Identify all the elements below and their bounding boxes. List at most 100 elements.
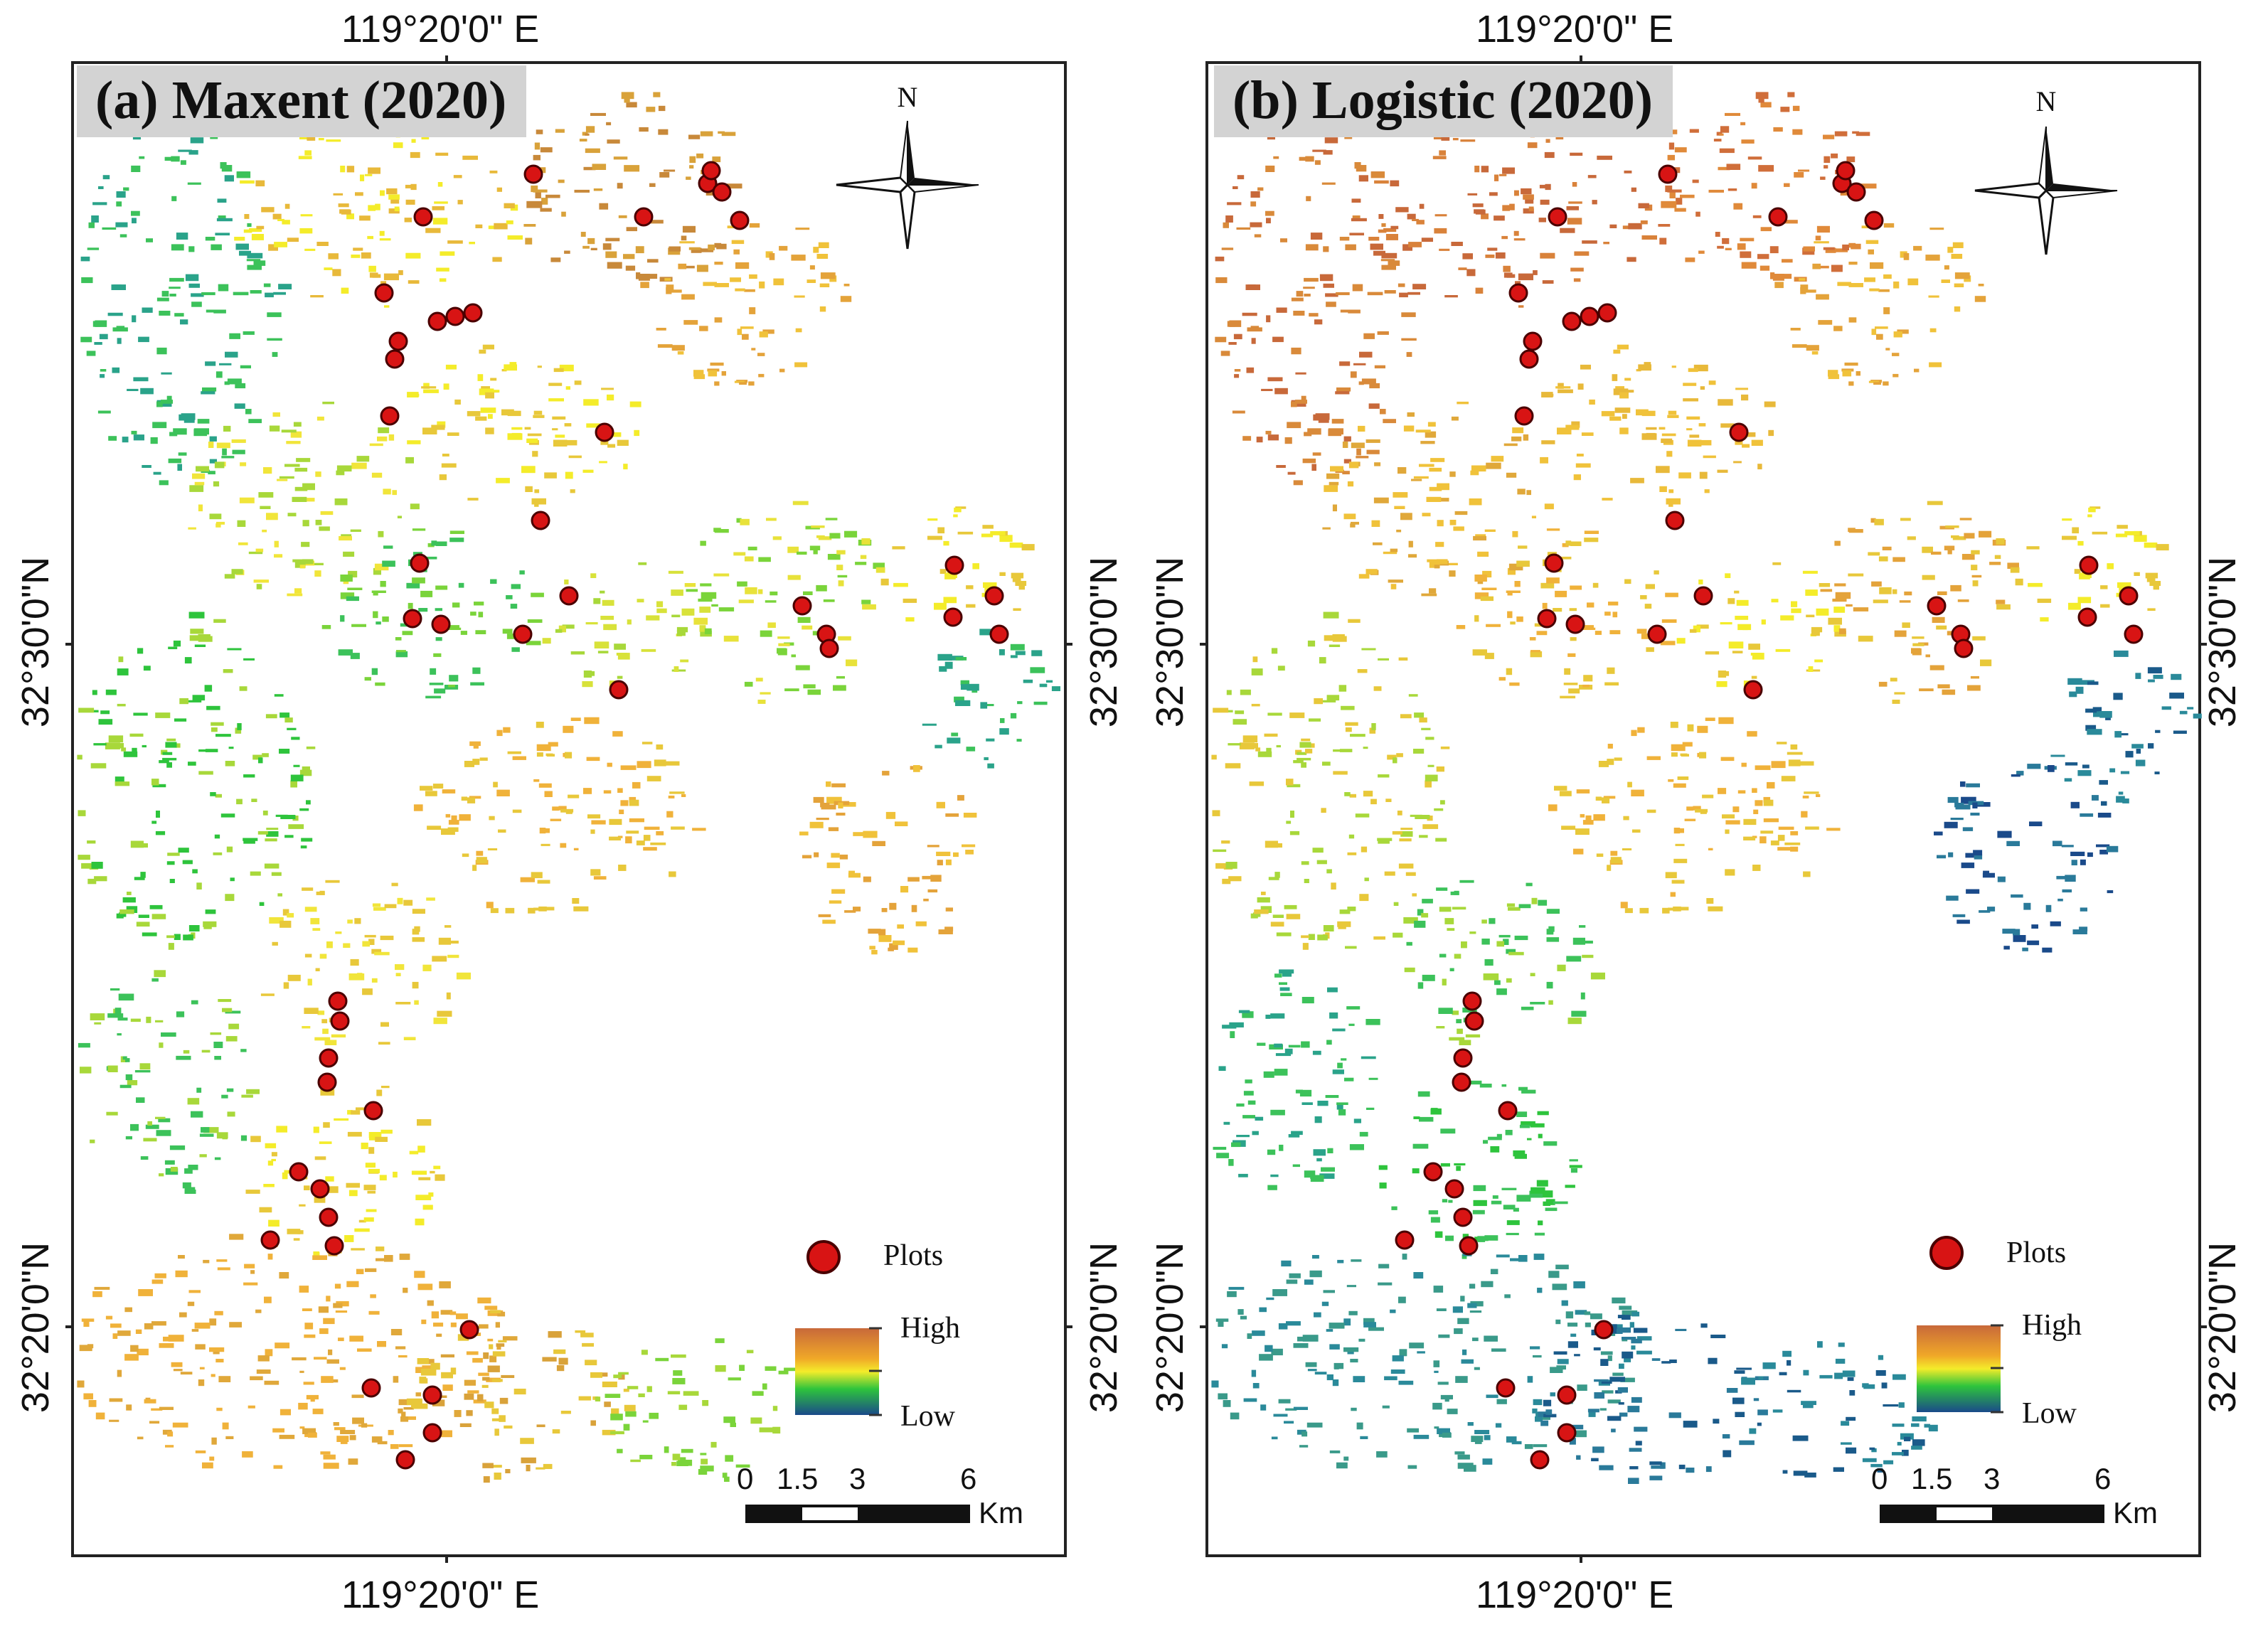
- legend-plot-marker: [1929, 1236, 1964, 1270]
- plot-marker: [943, 607, 963, 627]
- map-canvas-maxent: N: [65, 55, 1072, 1563]
- plot-marker: [328, 991, 348, 1011]
- plot-marker: [1557, 1423, 1577, 1443]
- plot-marker: [388, 331, 408, 351]
- scale-bar: [1880, 1505, 2104, 1523]
- plot-marker: [1464, 1011, 1484, 1031]
- plot-marker: [1864, 210, 1884, 230]
- latitude-label-lower-left: 32°20'0"N: [1149, 1241, 1191, 1414]
- plot-marker: [1658, 164, 1678, 184]
- plot-marker: [531, 511, 550, 530]
- scale-tick-1: 1.5: [1911, 1462, 1953, 1495]
- latitude-label-lower-right: 32°20'0"N: [1082, 1241, 1125, 1414]
- plot-marker: [1498, 1101, 1518, 1121]
- plot-marker: [792, 596, 812, 616]
- map-panel-logistic: N 119°20'0" E 119°20'0" E 32°30'0"N 32°2…: [1134, 0, 2268, 1629]
- plot-marker: [730, 210, 750, 230]
- plot-marker: [317, 1072, 337, 1092]
- longitude-label-top: 119°20'0" E: [1476, 8, 1674, 50]
- plot-marker: [431, 614, 451, 634]
- plot-marker: [1647, 624, 1667, 644]
- plot-marker: [330, 1011, 350, 1031]
- plot-marker: [701, 161, 721, 181]
- scale-unit: Km: [979, 1496, 1023, 1529]
- plot-marker: [1462, 991, 1482, 1011]
- plot-marker: [1519, 349, 1539, 369]
- plot-marker: [1453, 1048, 1473, 1068]
- plot-marker: [1544, 553, 1564, 573]
- plot-marker: [422, 1385, 442, 1405]
- plot-marker: [984, 586, 1004, 606]
- plot-marker: [1729, 422, 1749, 442]
- legend-high-label: High: [900, 1312, 960, 1345]
- plot-marker: [1452, 1072, 1471, 1092]
- scale-tick-2: 3: [1984, 1462, 2001, 1495]
- suitability-raster: [1211, 92, 2202, 1484]
- plot-marker: [1423, 1162, 1443, 1182]
- plot-marker: [374, 283, 394, 303]
- latitude-label-upper-left: 32°30'0"N: [1149, 556, 1191, 728]
- plot-marker: [1693, 586, 1713, 606]
- legend-plot-marker: [806, 1240, 841, 1274]
- plot-marker: [989, 624, 1009, 644]
- plot-marker: [559, 586, 579, 606]
- plot-marker: [1395, 1230, 1415, 1250]
- scale-tick-0: 0: [737, 1462, 754, 1495]
- plot-marker: [403, 609, 422, 629]
- plot-marker: [1743, 680, 1763, 700]
- plot-marker: [1459, 1236, 1479, 1256]
- legend-color-ramp: [1917, 1325, 2001, 1412]
- plot-marker: [1594, 1320, 1614, 1340]
- plot-marker: [1548, 207, 1567, 227]
- legend: [795, 1240, 882, 1416]
- plot-marker: [595, 422, 614, 442]
- latitude-label-upper-right: 32°30'0"N: [2201, 556, 2244, 728]
- plot-marker: [1846, 182, 1866, 202]
- plot-marker: [1530, 1450, 1550, 1470]
- latitude-label-lower-right: 32°20'0"N: [2201, 1241, 2244, 1414]
- plot-marker: [819, 639, 839, 658]
- plot-marker: [1565, 614, 1585, 634]
- panel-title: (b) Logistic (2020): [1214, 65, 1673, 137]
- scale-tick-1: 1.5: [777, 1462, 819, 1495]
- suitability-raster: [77, 92, 1060, 1483]
- plot-marker: [319, 1207, 339, 1227]
- plot-marker: [459, 1320, 479, 1340]
- plot-marker: [1514, 406, 1534, 426]
- plot-marker: [1768, 207, 1788, 227]
- north-label: N: [898, 81, 918, 113]
- plot-marker: [1954, 639, 1974, 658]
- longitude-label-top: 119°20'0" E: [341, 8, 540, 50]
- plot-marker: [363, 1101, 383, 1121]
- plot-marker: [427, 311, 447, 331]
- plot-marker: [413, 207, 433, 227]
- plot-marker: [310, 1179, 330, 1199]
- plot-marker: [1557, 1385, 1577, 1405]
- plot-marker: [385, 349, 405, 369]
- plot-marker: [1597, 303, 1617, 323]
- plot-marker: [712, 182, 732, 202]
- plot-marker: [1496, 1378, 1516, 1398]
- plot-marker: [1580, 306, 1599, 326]
- plot-marker: [1927, 596, 1947, 616]
- plot-marker: [422, 1423, 442, 1443]
- legend-plots-label: Plots: [2006, 1237, 2067, 1269]
- longitude-label-bottom: 119°20'0" E: [341, 1574, 540, 1616]
- plot-marker: [1453, 1207, 1473, 1227]
- latitude-label-upper-right: 32°30'0"N: [1082, 556, 1125, 728]
- north-arrow: [836, 120, 979, 250]
- scale-tick-3: 6: [960, 1462, 977, 1495]
- map-canvas-logistic: N: [1200, 55, 2207, 1563]
- legend-high-label: High: [2022, 1309, 2082, 1342]
- legend-plots-label: Plots: [883, 1239, 944, 1272]
- longitude-label-bottom: 119°20'0" E: [1476, 1574, 1674, 1616]
- plot-marker: [523, 164, 543, 184]
- scale-bar: [745, 1505, 970, 1523]
- plot-marker: [324, 1236, 344, 1256]
- plot-markers: [1395, 161, 2144, 1470]
- north-label: N: [2036, 85, 2057, 117]
- scale-tick-0: 0: [1871, 1462, 1888, 1495]
- plot-marker: [1537, 609, 1557, 629]
- plot-marker: [1523, 331, 1543, 351]
- plot-marker: [410, 553, 430, 573]
